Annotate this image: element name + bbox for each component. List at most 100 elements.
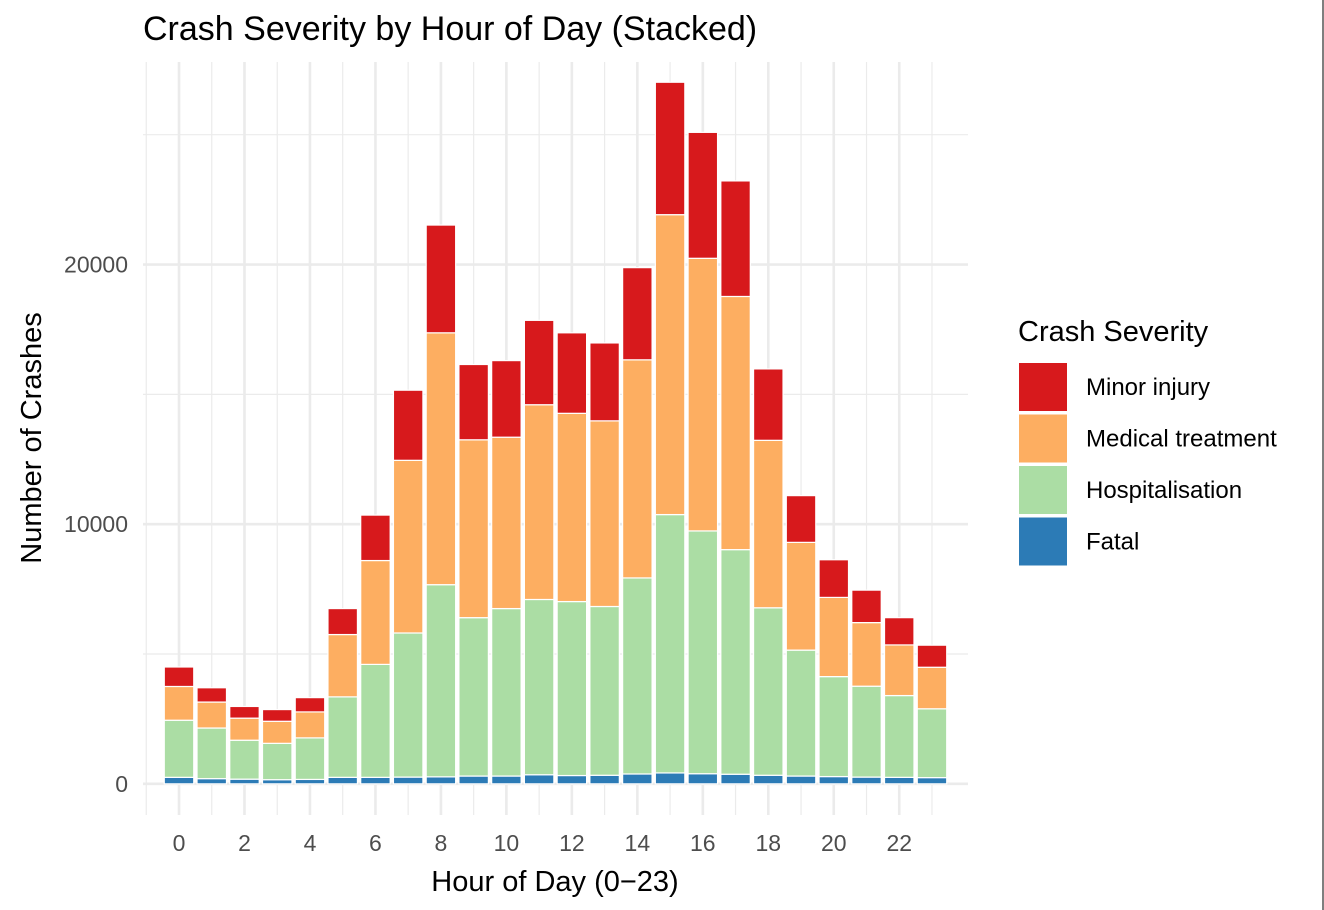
bar-segment-medical-treatment xyxy=(392,459,424,634)
bar-segment-fatal xyxy=(654,772,686,785)
bar-segment-fatal xyxy=(360,776,391,785)
x-tick-label: 12 xyxy=(559,830,585,856)
bar-segment-hospitalisation xyxy=(163,719,195,778)
bar-segment-medical-treatment xyxy=(785,541,817,651)
x-axis-title: Hour of Day (0−23) xyxy=(431,866,678,898)
legend-key-fatal xyxy=(1019,517,1067,566)
bar-segment-hospitalisation xyxy=(589,605,620,776)
legend-key-hospitalisation xyxy=(1019,466,1067,514)
bar-segment-minor-injury xyxy=(327,607,359,636)
bar-segment-minor-injury xyxy=(883,617,915,646)
bar-segment-hospitalisation xyxy=(556,600,588,777)
bar-segment-medical-treatment xyxy=(425,332,457,586)
bar-segment-minor-injury xyxy=(622,267,653,361)
bar-segment-medical-treatment xyxy=(163,685,195,721)
bar-segment-minor-injury xyxy=(458,363,489,441)
bar-segment-hospitalisation xyxy=(229,739,260,780)
bar-segment-hospitalisation xyxy=(196,727,228,780)
x-tick-label: 22 xyxy=(886,830,912,856)
bar-segment-minor-injury xyxy=(720,180,751,298)
bar-segment-fatal xyxy=(458,775,489,785)
bar-segment-medical-treatment xyxy=(752,439,784,609)
y-axis-tick-labels: 0 10000 20000 xyxy=(64,252,128,797)
bar-segment-medical-treatment xyxy=(196,701,228,729)
bar-segment-medical-treatment xyxy=(294,711,326,739)
bar-segment-fatal xyxy=(425,776,457,785)
bar-segment-fatal xyxy=(720,773,751,785)
bar-segment-medical-treatment xyxy=(818,596,850,678)
bar-segment-minor-injury xyxy=(851,589,882,624)
x-tick-label: 2 xyxy=(238,830,251,856)
bar-segment-fatal xyxy=(327,776,359,785)
bar-segment-minor-injury xyxy=(229,705,260,719)
legend-label: Medical treatment xyxy=(1086,426,1277,453)
x-tick-label: 0 xyxy=(173,830,186,856)
bar-segment-medical-treatment xyxy=(622,359,653,579)
chart-title: Crash Severity by Hour of Day (Stacked) xyxy=(143,10,757,48)
bar-segment-minor-injury xyxy=(196,687,228,703)
bar-segment-fatal xyxy=(196,778,228,785)
bar-segment-medical-treatment xyxy=(327,633,359,698)
bar-segment-hospitalisation xyxy=(654,513,686,774)
bar-segment-medical-treatment xyxy=(883,644,915,697)
bar-segment-hospitalisation xyxy=(883,694,915,778)
bar-segment-hospitalisation xyxy=(261,742,293,781)
bar-segment-minor-injury xyxy=(752,368,784,441)
bar-segment-fatal xyxy=(589,774,620,785)
bar-segment-medical-treatment xyxy=(916,666,948,710)
legend-label: Minor injury xyxy=(1086,374,1210,401)
bar-segment-hospitalisation xyxy=(360,663,391,778)
bar-segment-fatal xyxy=(818,775,850,785)
x-tick-label: 16 xyxy=(690,830,716,856)
bar-segment-fatal xyxy=(622,773,653,785)
bar-segment-fatal xyxy=(392,776,424,785)
bar-segment-hospitalisation xyxy=(818,676,850,778)
bar-segment-medical-treatment xyxy=(523,404,555,601)
bar-segment-fatal xyxy=(523,774,555,785)
bar-segment-hospitalisation xyxy=(720,549,751,775)
x-tick-label: 18 xyxy=(756,830,782,856)
bar-segment-minor-injury xyxy=(294,697,326,713)
x-tick-label: 4 xyxy=(304,830,317,856)
bar-segment-hospitalisation xyxy=(851,685,882,778)
y-axis-title: Number of Crashes xyxy=(16,312,48,563)
bar-segment-minor-injury xyxy=(589,342,620,422)
bar-segment-fatal xyxy=(163,776,195,785)
bar-segment-minor-injury xyxy=(163,666,195,688)
legend-label: Hospitalisation xyxy=(1086,477,1242,504)
x-tick-label: 14 xyxy=(625,830,651,856)
legend-key-minor-injury xyxy=(1019,363,1067,411)
bar-segment-fatal xyxy=(916,777,948,785)
x-tick-label: 20 xyxy=(821,830,847,856)
bar-segment-fatal xyxy=(687,773,719,785)
bar-segment-medical-treatment xyxy=(360,559,391,665)
bar-segment-minor-injury xyxy=(785,495,817,543)
legend-title: Crash Severity xyxy=(1018,316,1209,348)
bar-segment-medical-treatment xyxy=(654,214,686,516)
bar-segment-hospitalisation xyxy=(327,696,359,778)
window-edge xyxy=(1322,0,1324,910)
bar-segment-fatal xyxy=(229,778,260,785)
bar-segment-fatal xyxy=(883,776,915,785)
bar-segment-medical-treatment xyxy=(556,412,588,603)
bar-segment-medical-treatment xyxy=(851,621,882,687)
bar-segment-minor-injury xyxy=(261,708,293,722)
bar-segment-hospitalisation xyxy=(425,584,457,778)
y-tick-label: 0 xyxy=(115,771,128,797)
legend: Crash Severity Minor injury Medical treat… xyxy=(1018,316,1277,566)
bar-segment-hospitalisation xyxy=(523,598,555,776)
bar-segment-hospitalisation xyxy=(491,607,522,777)
bar-segment-medical-treatment xyxy=(720,295,751,551)
legend-key-medical-treatment xyxy=(1019,414,1067,463)
bar-segment-hospitalisation xyxy=(687,530,719,775)
bar-segment-hospitalisation xyxy=(458,617,489,777)
bar-segment-hospitalisation xyxy=(916,708,948,779)
y-tick-label: 10000 xyxy=(64,511,128,537)
bar-segment-hospitalisation xyxy=(622,577,653,775)
bar-segment-minor-injury xyxy=(687,131,719,259)
x-tick-label: 8 xyxy=(435,830,448,856)
bar-segment-hospitalisation xyxy=(785,649,817,777)
bar-segment-fatal xyxy=(785,775,817,785)
x-tick-label: 6 xyxy=(369,830,382,856)
